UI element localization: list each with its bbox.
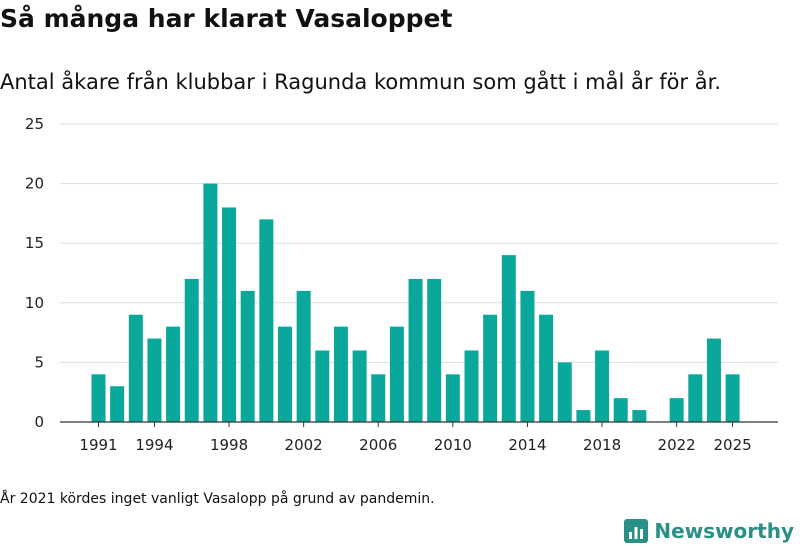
bar <box>184 278 199 422</box>
bar <box>408 278 423 422</box>
chart-title: Så många har klarat Vasaloppet <box>0 4 453 33</box>
x-tick-label: 2010 <box>434 436 472 454</box>
y-tick-label: 25 <box>25 115 44 133</box>
bar <box>91 374 106 422</box>
x-tick-label: 1998 <box>210 436 248 454</box>
x-tick-label: 2018 <box>583 436 621 454</box>
x-tick-label: 2002 <box>285 436 323 454</box>
bar <box>427 278 442 422</box>
bar <box>240 290 255 422</box>
chart-subtitle: Antal åkare från klubbar i Ragunda kommu… <box>0 70 721 94</box>
bar <box>333 326 348 422</box>
bar <box>128 314 143 422</box>
y-tick-label: 10 <box>25 294 44 312</box>
x-tick-label: 2025 <box>714 436 752 454</box>
bar <box>352 350 367 422</box>
bar <box>445 374 460 422</box>
bar <box>632 410 647 422</box>
bar <box>706 338 721 422</box>
bar <box>278 326 292 422</box>
bar <box>539 314 554 422</box>
bar <box>520 290 535 422</box>
y-tick-label: 15 <box>25 234 44 252</box>
x-tick-label: 2022 <box>658 436 696 454</box>
bar <box>557 362 572 422</box>
bar <box>110 386 125 422</box>
bar <box>613 398 628 422</box>
bar <box>464 350 479 422</box>
bar <box>315 350 330 422</box>
y-tick-label: 20 <box>25 175 44 193</box>
bar <box>483 314 498 422</box>
bar <box>147 338 162 422</box>
y-tick-label: 0 <box>34 413 44 431</box>
brand-name: Newsworthy <box>654 519 794 543</box>
bar <box>389 326 404 422</box>
footnote: År 2021 kördes inget vanligt Vasalopp på… <box>0 491 435 507</box>
x-tick-label: 2014 <box>508 436 546 454</box>
bar <box>259 219 274 422</box>
x-tick-label: 2006 <box>359 436 397 454</box>
y-tick-label: 5 <box>34 353 44 371</box>
bar <box>725 374 740 422</box>
x-tick-label: 1994 <box>135 436 173 454</box>
brand-logo[interactable]: Newsworthy <box>624 519 794 543</box>
bar <box>688 374 703 422</box>
bar <box>222 207 237 422</box>
bar <box>203 183 218 422</box>
bar <box>296 290 311 422</box>
bars <box>91 183 740 422</box>
bar <box>501 255 516 422</box>
bar <box>371 374 386 422</box>
bar <box>166 326 181 422</box>
bar <box>576 410 591 422</box>
x-tick-label: 1991 <box>79 436 117 454</box>
bar <box>595 350 610 422</box>
bar <box>669 398 684 422</box>
newsworthy-logo-icon <box>624 519 649 543</box>
